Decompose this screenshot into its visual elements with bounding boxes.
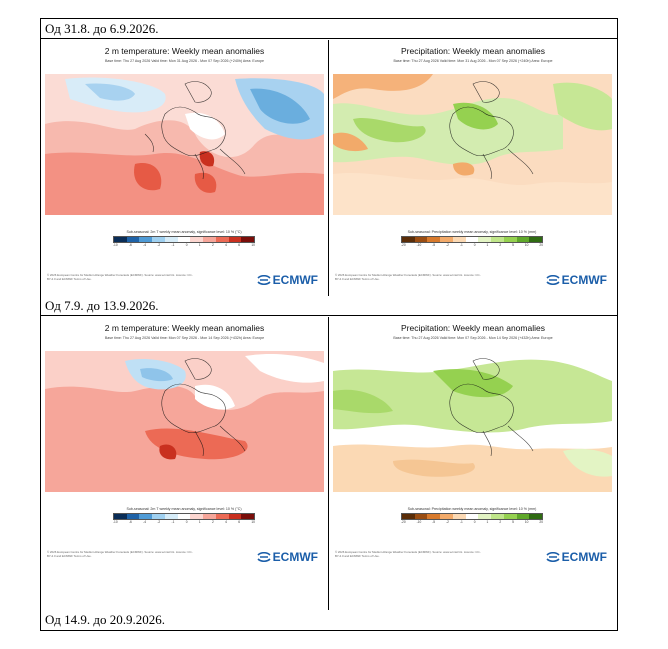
panel-title: Precipitation: Weekly mean anomalies	[401, 323, 545, 333]
colorbar-swatches	[113, 236, 255, 243]
temp-panel-week-2: 2 m temperature: Weekly mean anomalies B…	[41, 317, 328, 610]
colorbar-ticks: -20 -10 -5 -2 -1 0 1 2 5 10 20	[401, 520, 543, 524]
ecmwf-logo: ECMWF	[546, 273, 607, 287]
precip-panel-week-1: Precipitation: Weekly mean anomalies Bas…	[329, 40, 617, 296]
precip-colorbar: Sub-seasonal: Precipitation weekly mean …	[401, 230, 543, 247]
colorbar-caption: Sub-seasonal: 2m T weekly mean anomaly, …	[126, 230, 242, 234]
colorbar-ticks: -10 -6 -4 -2 -1 0 1 2 4 6 10	[113, 243, 255, 247]
temp-panel-week-1: 2 m temperature: Weekly mean anomalies B…	[41, 40, 328, 296]
colorbar-caption: Sub-seasonal: Precipitation weekly mean …	[407, 507, 537, 511]
footer-note: © 2026 European Centre for Medium-Range …	[47, 550, 193, 558]
precip-panel-week-2: Precipitation: Weekly mean anomalies Bas…	[329, 317, 617, 610]
colorbar-ticks: -20 -10 -5 -2 -1 0 1 2 5 10 20	[401, 243, 543, 247]
temp-colorbar: Sub-seasonal: 2m T weekly mean anomaly, …	[113, 230, 255, 247]
colorbar-swatches	[113, 513, 255, 520]
colorbar-caption: Sub-seasonal: 2m T weekly mean anomaly, …	[126, 507, 242, 511]
week-1-header: Од 31.8. до 6.9.2026.	[41, 19, 617, 39]
panel-subtitle: Base time: Thu 27 Aug 2026 Valid time: M…	[105, 59, 264, 63]
temperature-anomaly-map	[45, 351, 324, 492]
precip-colorbar: Sub-seasonal: Precipitation weekly mean …	[401, 507, 543, 524]
colorbar-caption: Sub-seasonal: Precipitation weekly mean …	[407, 230, 537, 234]
colorbar-swatches	[401, 236, 543, 243]
colorbar-ticks: -10 -6 -4 -2 -1 0 1 2 4 6 10	[113, 520, 255, 524]
colorbar-swatches	[401, 513, 543, 520]
column-divider	[328, 317, 329, 610]
week-3-header: Од 14.9. до 20.9.2026.	[41, 610, 617, 630]
panel-subtitle: Base time: Thu 27 Aug 2026 Valid time: M…	[104, 336, 265, 340]
panel-subtitle: Base time: Thu 27 Aug 2026 Valid time: M…	[393, 336, 553, 340]
week-2-header: Од 7.9. до 13.9.2026.	[41, 296, 617, 316]
footer-note: © 2026 European Centre for Medium-Range …	[335, 273, 481, 281]
ecmwf-logo-icon	[257, 275, 271, 285]
ecmwf-logo: ECMWF	[546, 550, 607, 564]
panel-title: Precipitation: Weekly mean anomalies	[401, 46, 545, 56]
panel-subtitle: Base time: Thu 27 Aug 2026 Valid time: M…	[393, 59, 553, 63]
ecmwf-logo: ECMWF	[257, 550, 318, 564]
panel-title: 2 m temperature: Weekly mean anomalies	[104, 46, 265, 56]
footer-note: © 2026 European Centre for Medium-Range …	[47, 273, 193, 281]
temperature-anomaly-map	[45, 74, 324, 215]
precipitation-anomaly-map	[333, 351, 612, 492]
ecmwf-logo-icon	[546, 552, 560, 562]
temp-colorbar: Sub-seasonal: 2m T weekly mean anomaly, …	[113, 507, 255, 524]
footer-note: © 2026 European Centre for Medium-Range …	[335, 550, 481, 558]
ecmwf-logo-icon	[546, 275, 560, 285]
forecast-table: Од 31.8. до 6.9.2026. Од 7.9. до 13.9.20…	[40, 18, 618, 631]
column-divider	[328, 40, 329, 296]
ecmwf-logo: ECMWF	[257, 273, 318, 287]
panel-title: 2 m temperature: Weekly mean anomalies	[104, 323, 265, 333]
week-3-label: Од 14.9. до 20.9.2026.	[45, 612, 165, 627]
ecmwf-logo-icon	[257, 552, 271, 562]
precipitation-anomaly-map	[333, 74, 612, 215]
week-2-label: Од 7.9. до 13.9.2026.	[45, 298, 159, 313]
week-1-label: Од 31.8. до 6.9.2026.	[45, 21, 159, 36]
